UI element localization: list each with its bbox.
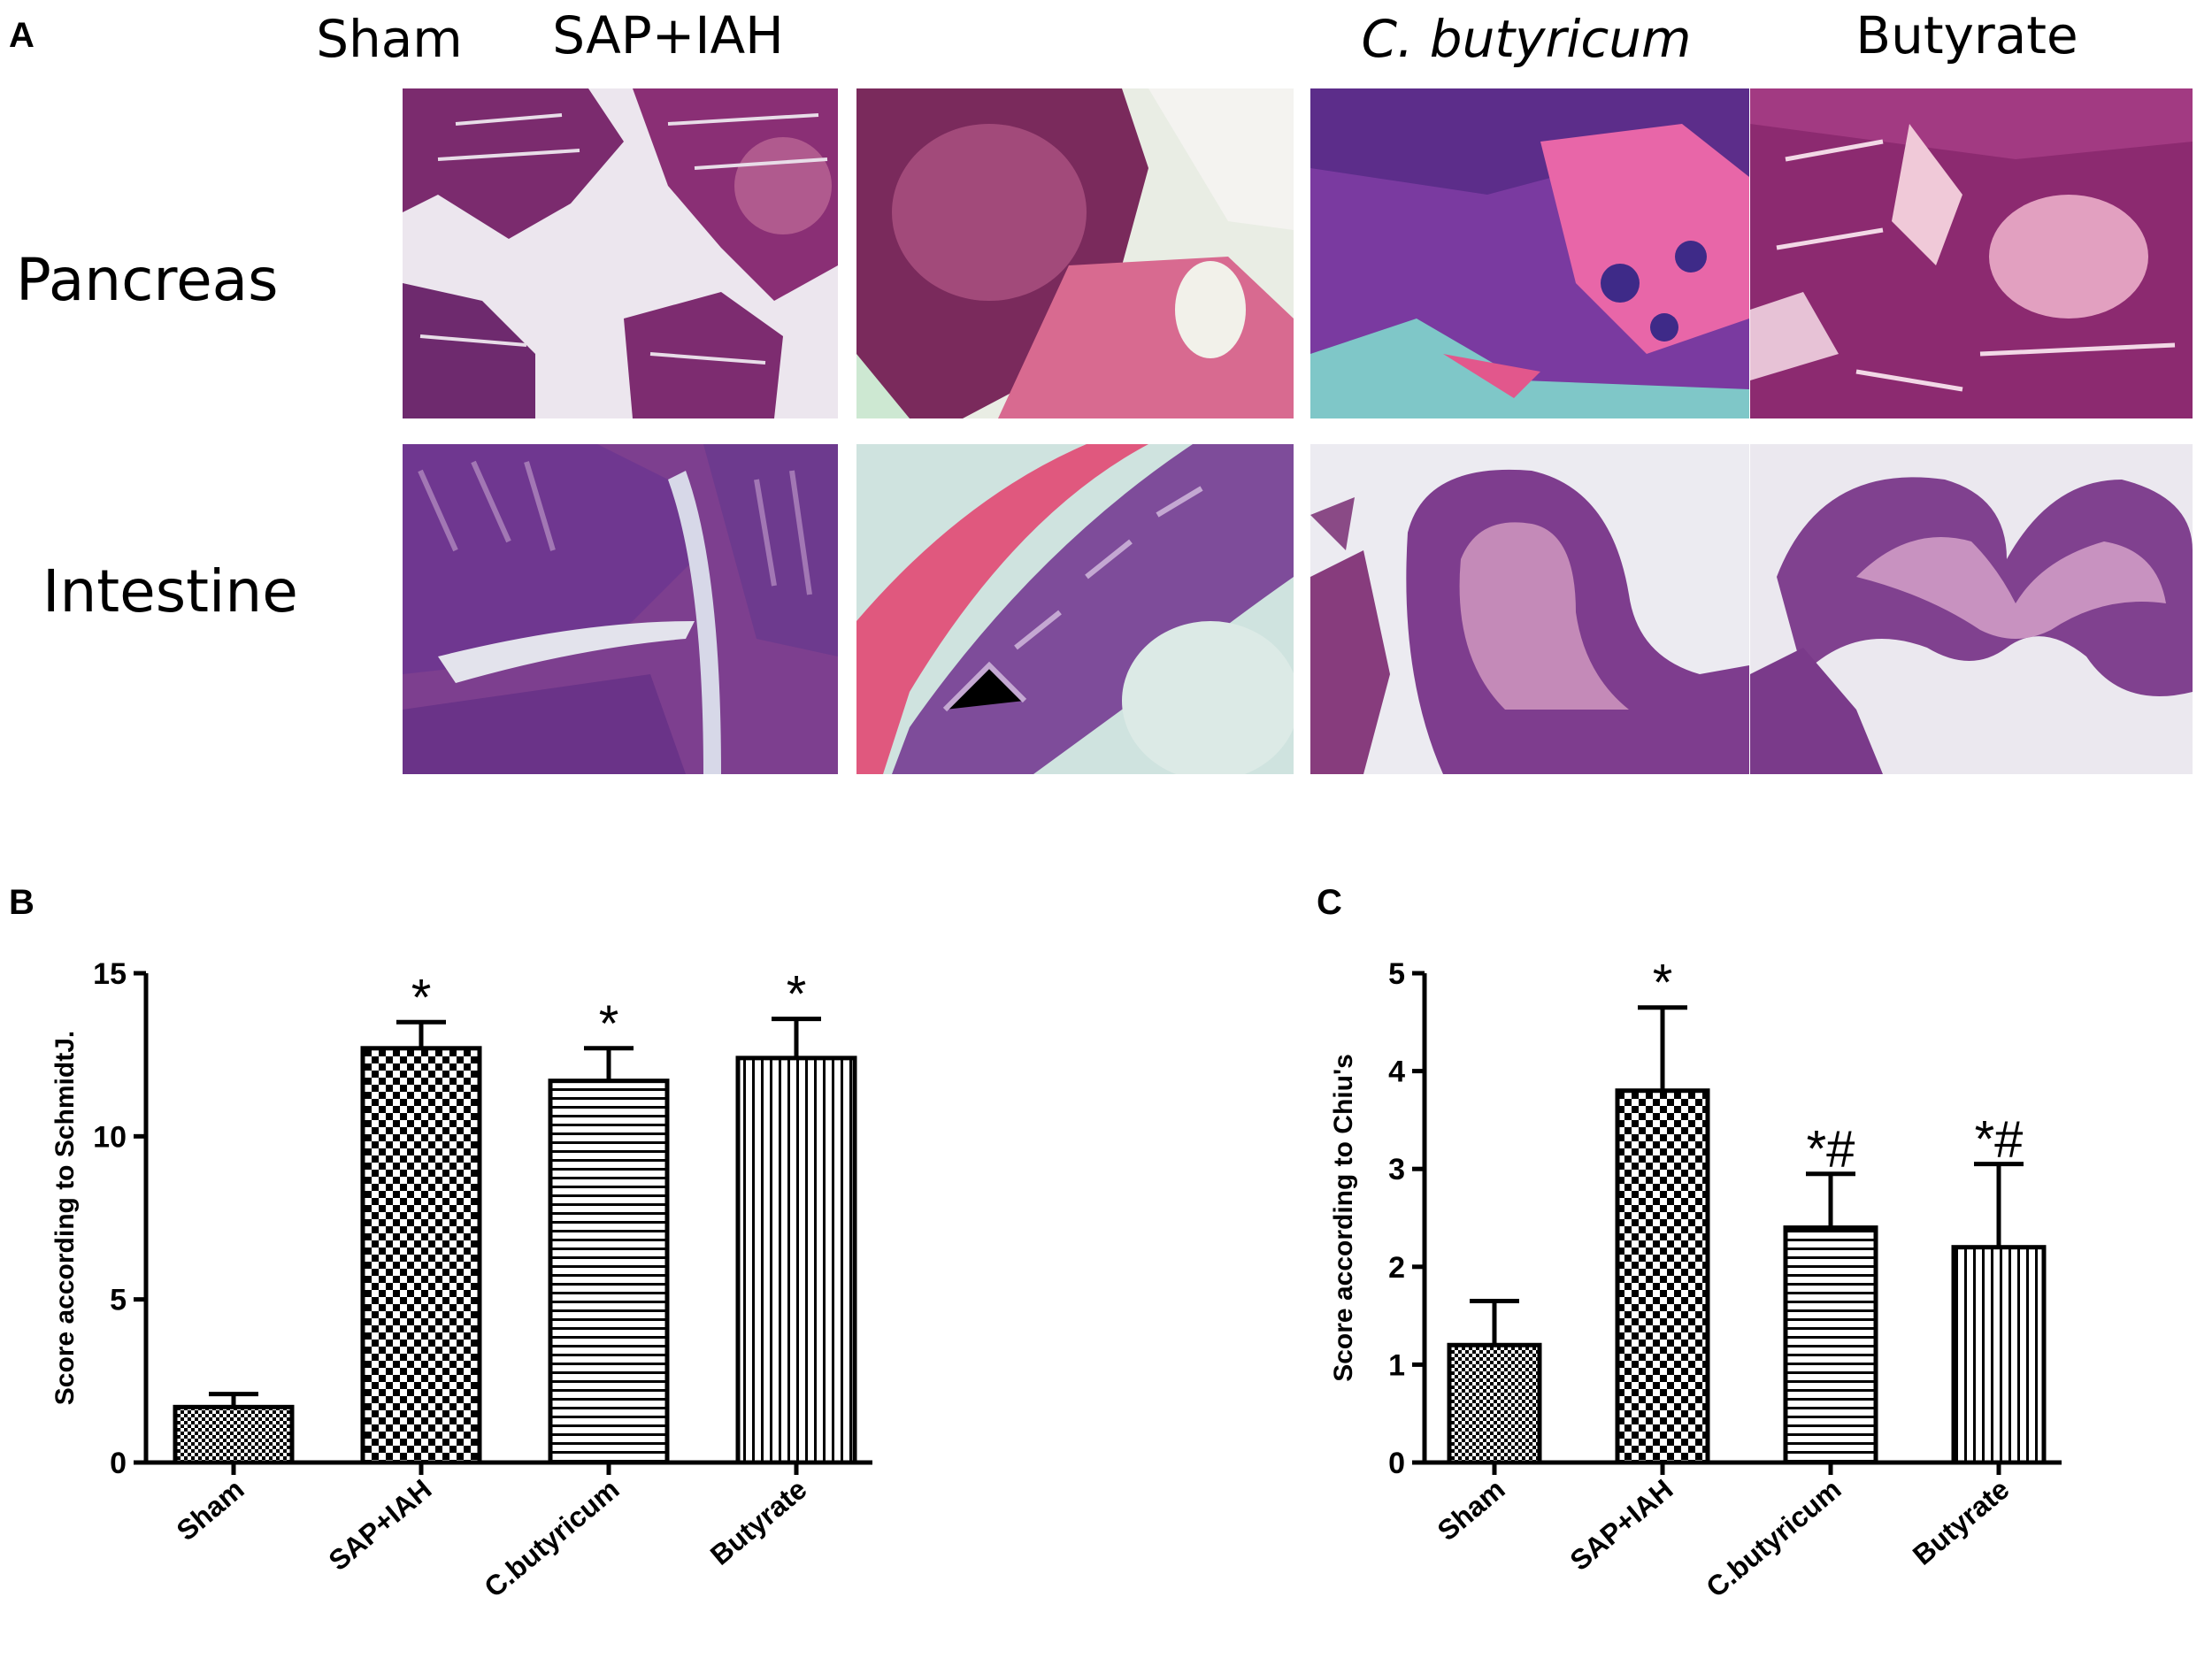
bar-sham <box>173 1404 295 1465</box>
y-tick-label: 10 <box>93 1120 127 1154</box>
y-tick-label: 2 <box>1388 1251 1405 1285</box>
y-axis-label: Score according to SchmidtJ. <box>50 1031 80 1405</box>
y-axis-label: Score according to Chiu's <box>1329 1054 1358 1382</box>
x-category-label-butyrate: Butyrate <box>704 1473 813 1571</box>
panel-c-letter: C <box>1317 883 1342 922</box>
x-category-label-sham: Sham <box>1432 1473 1511 1547</box>
bar-c-butyricum <box>548 1079 670 1465</box>
pancreas-c-butyricum-image <box>1310 88 1749 418</box>
bar-c-butyricum <box>1783 1225 1878 1465</box>
bar-sap-iah <box>1615 1088 1710 1465</box>
pancreas-butyrate-image <box>1750 88 2193 418</box>
column-title-sap-iah: SAP+IAH <box>552 5 784 65</box>
panel-a-letter: A <box>9 16 35 55</box>
chart-schmidt-score: 0 5 10 15 Score according to SchmidtJ. Sham * S… <box>50 957 872 1604</box>
x-category-label-sap-iah: SAP+IAH <box>1563 1473 1678 1577</box>
y-tick-label: 1 <box>1388 1348 1405 1382</box>
panel-b-letter: B <box>9 883 35 922</box>
y-tick-label: 0 <box>110 1447 127 1480</box>
bar-butyrate <box>1951 1245 2047 1465</box>
significance-label-c-butyricum: *# <box>1807 1121 1855 1178</box>
row-title-intestine: Intestine <box>42 557 298 626</box>
bar-butyrate <box>735 1056 857 1465</box>
y-tick-label: 5 <box>110 1284 127 1317</box>
column-title-sham: Sham <box>316 9 463 69</box>
x-category-label-sham: Sham <box>171 1473 250 1547</box>
significance-label-sap-iah: * <box>411 969 432 1026</box>
significance-label-butyrate: * <box>787 966 807 1024</box>
row-title-pancreas: Pancreas <box>16 246 279 314</box>
bar-sham <box>1447 1342 1542 1465</box>
column-title-butyrate: Butyrate <box>1855 5 2078 65</box>
chart-chiu-score: 0 1 2 3 4 5 Score according to Chiu's Sham * SAP+… <box>1329 955 2062 1604</box>
x-category-label-c-butyricum: C.butyricum <box>1700 1473 1847 1604</box>
intestine-butyrate-image <box>1750 444 2193 774</box>
pancreas-sap-iah-image <box>856 88 1294 418</box>
y-tick-label: 3 <box>1388 1153 1405 1186</box>
significance-label-c-butyricum: * <box>599 995 619 1053</box>
x-category-label-butyrate: Butyrate <box>1907 1473 2016 1571</box>
y-tick-label: 15 <box>93 957 127 991</box>
column-title-c-butyricum: C. butyricum <box>1361 9 1692 69</box>
significance-label-sap-iah: * <box>1653 955 1673 1012</box>
pancreas-sham-image <box>403 88 838 418</box>
y-tick-label: 5 <box>1388 957 1405 991</box>
intestine-sap-iah-image <box>856 444 1294 774</box>
intestine-c-butyricum-image <box>1310 444 1749 774</box>
x-category-label-c-butyricum: C.butyricum <box>478 1473 625 1604</box>
y-tick-label: 0 <box>1388 1447 1405 1480</box>
intestine-sham-image <box>403 444 838 774</box>
y-tick-label: 4 <box>1388 1056 1405 1089</box>
significance-label-butyrate: *# <box>1975 1111 2024 1169</box>
x-category-label-sap-iah: SAP+IAH <box>322 1473 437 1577</box>
bar-sap-iah <box>360 1046 482 1465</box>
